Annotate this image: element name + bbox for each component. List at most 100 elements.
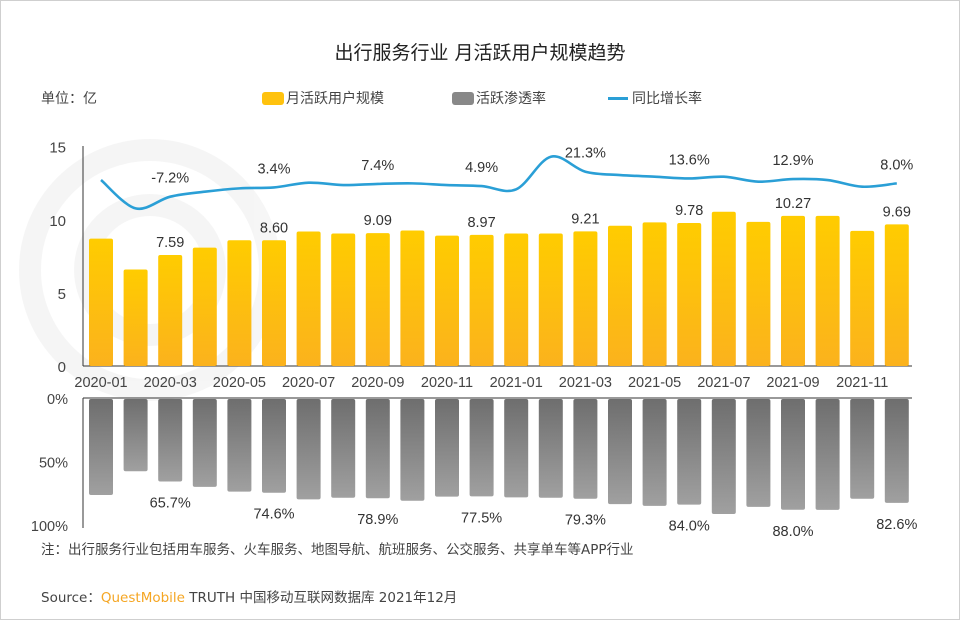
penetration-bar <box>538 399 563 498</box>
mau-data-label: 9.21 <box>571 211 599 227</box>
mau-bar <box>400 230 425 366</box>
mau-bar <box>677 223 702 366</box>
legend-label: 活跃渗透率 <box>476 91 546 107</box>
growth-data-label: 8.0% <box>880 157 913 173</box>
mau-bar <box>89 238 113 366</box>
penetration-data-label: 84.0% <box>669 519 710 535</box>
y-tick-label: 0 <box>58 359 66 376</box>
penetration-bar <box>227 399 252 492</box>
x-tick-label: 2021-03 <box>559 375 612 391</box>
penetration-bar <box>262 399 286 493</box>
legend-item-mau: 月活跃用户规模 <box>262 88 384 108</box>
penetration-bar <box>608 399 632 505</box>
mau-data-label: 7.59 <box>156 235 184 251</box>
mau-bar <box>884 224 909 366</box>
source-rest: TRUTH 中国移动互联网数据库 2021年12月 <box>184 590 458 606</box>
footnote: 注：出行服务行业包括用车服务、火车服务、地图导航、航班服务、公交服务、共享单车等… <box>41 542 634 558</box>
mau-bar <box>642 222 667 366</box>
y-tick-label: 10 <box>49 213 66 230</box>
x-tick-label: 2020-09 <box>351 375 404 391</box>
mau-bar <box>815 215 840 366</box>
legend-label: 月活跃用户规模 <box>286 91 384 107</box>
growth-line <box>100 155 897 211</box>
penetration-bar <box>642 399 667 506</box>
mau-bar <box>296 231 321 366</box>
mau-bar <box>850 230 875 366</box>
penetration-data-label: 88.0% <box>772 524 813 540</box>
mau-bar <box>781 215 805 366</box>
mau-bar <box>469 234 494 366</box>
mau-bar <box>746 221 771 366</box>
brand-name: QuestMobile <box>100 590 185 606</box>
growth-data-label: 7.4% <box>361 158 394 174</box>
penetration-bar <box>781 399 805 510</box>
legend-swatch-penetration <box>452 91 474 105</box>
x-tick-label: 2020-03 <box>144 375 197 391</box>
penetration-data-label: 82.6% <box>876 517 917 533</box>
growth-data-label: 4.9% <box>465 160 498 176</box>
mau-data-label: 9.78 <box>675 203 703 219</box>
x-tick-label: 2020-01 <box>74 375 127 391</box>
y-tick-label: 5 <box>58 286 66 303</box>
growth-data-label: 12.9% <box>772 153 813 169</box>
x-tick-label: 2020-05 <box>213 375 266 391</box>
mau-bar <box>123 269 148 366</box>
mau-bar <box>262 240 286 366</box>
mau-data-label: 8.97 <box>467 215 495 231</box>
x-tick-label: 2021-07 <box>697 375 750 391</box>
mau-data-label: 9.09 <box>364 213 392 229</box>
mau-bar <box>227 240 252 366</box>
penetration-bar <box>435 399 459 497</box>
penetration-bar <box>815 399 840 510</box>
penetration-data-label: 74.6% <box>253 507 294 523</box>
penetration-bar <box>296 399 321 500</box>
growth-data-label: 21.3% <box>565 146 606 162</box>
legend-item-growth: 同比增长率 <box>608 88 702 108</box>
mau-data-label: 9.69 <box>883 204 911 220</box>
legend-label: 同比增长率 <box>632 91 702 107</box>
penetration-bar <box>123 399 148 472</box>
mau-bar <box>192 247 217 366</box>
penetration-bar <box>400 399 425 501</box>
mau-bar <box>608 225 632 366</box>
penetration-data-label: 79.3% <box>565 513 606 529</box>
penetration-bar <box>850 399 875 499</box>
penetration-data-label: 78.9% <box>357 512 398 528</box>
penetration-bar <box>365 399 390 499</box>
mau-bar <box>538 233 563 366</box>
penetration-bar <box>158 399 183 482</box>
mau-bar <box>331 233 356 366</box>
legend-item-penetration: 活跃渗透率 <box>452 88 546 108</box>
growth-data-label: 13.6% <box>669 152 710 168</box>
chart-title: 出行服务行业 月活跃用户规模趋势 <box>334 42 626 64</box>
mau-bar <box>711 211 736 366</box>
y2-tick-label: 0% <box>47 392 68 408</box>
mau-data-label: 10.27 <box>775 196 811 212</box>
unit-label: 单位：亿 <box>41 91 97 107</box>
penetration-data-label: 65.7% <box>150 495 191 511</box>
source-prefix: Source： <box>41 590 101 606</box>
penetration-bar <box>746 399 771 507</box>
penetration-bar <box>677 399 702 505</box>
mau-data-label: 8.60 <box>260 220 288 236</box>
source-line: Source：QuestMobile TRUTH 中国移动互联网数据库 2021… <box>41 586 457 606</box>
x-tick-label: 2021-09 <box>766 375 819 391</box>
penetration-data-label: 77.5% <box>461 510 502 526</box>
penetration-bar <box>192 399 217 487</box>
penetration-bar <box>89 399 113 496</box>
x-tick-label: 2020-07 <box>282 375 335 391</box>
mau-bar <box>504 233 529 366</box>
penetration-bar <box>469 399 494 497</box>
mau-bar <box>365 233 390 366</box>
x-tick-label: 2021-05 <box>628 375 681 391</box>
x-tick-label: 2021-11 <box>836 375 888 391</box>
legend-line-growth <box>608 96 628 100</box>
growth-data-label: -7.2% <box>151 171 189 187</box>
y2-tick-label: 100% <box>31 519 68 535</box>
penetration-bar <box>504 399 529 498</box>
mau-bar <box>573 231 598 366</box>
y-tick-label: 15 <box>49 140 66 157</box>
y2-tick-label: 50% <box>39 456 68 472</box>
growth-data-label: 3.4% <box>257 161 290 177</box>
